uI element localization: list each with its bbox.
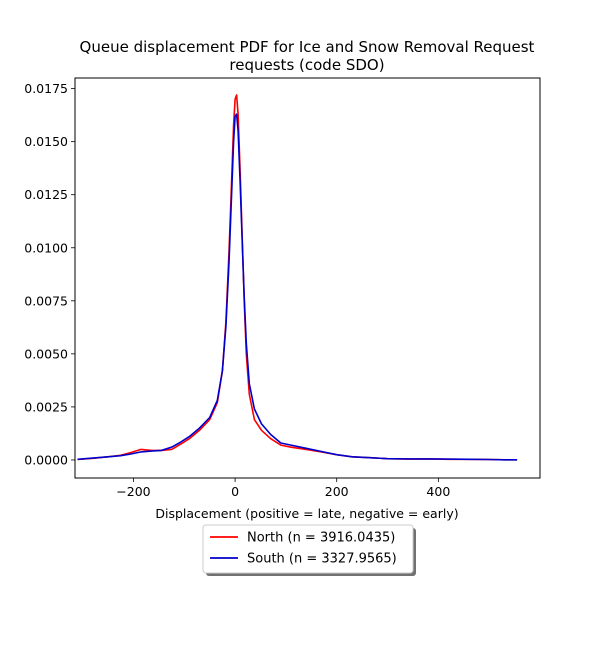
- y-tick-label: 0.0175: [24, 81, 68, 96]
- x-axis-label: Displacement (positive = late, negative …: [155, 506, 458, 521]
- chart-title-line-1: Queue displacement PDF for Ice and Snow …: [80, 38, 535, 56]
- y-tick-label: 0.0025: [24, 399, 68, 414]
- y-tick-label: 0.0075: [24, 293, 68, 308]
- plot-area-frame: [74, 77, 541, 479]
- legend-label-south: South (n = 3327.9565): [247, 552, 397, 567]
- x-tick-label: 200: [325, 484, 349, 499]
- series-line-north: [77, 94, 518, 461]
- x-tick-label: −200: [116, 484, 150, 499]
- y-tick-label: 0.0100: [24, 240, 68, 255]
- legend-label-north: North (n = 3916.0435): [247, 531, 395, 546]
- x-tick-label: 400: [426, 484, 450, 499]
- y-tick-label: 0.0050: [24, 346, 68, 361]
- series-lines: [77, 94, 518, 461]
- legend: North (n = 3916.0435) South (n = 3327.95…: [202, 524, 416, 576]
- y-tick-label: 0.0000: [24, 452, 68, 467]
- chart-title-line-2: requests (code SDO): [229, 56, 384, 74]
- x-tick-label: 0: [231, 484, 239, 499]
- y-tick-label: 0.0150: [24, 134, 68, 149]
- y-axis-ticks: 0.0000 0.0025 0.0050 0.0075 0.0100 0.0125 0.01…: [24, 81, 75, 467]
- legend-box: [202, 524, 414, 574]
- series-line-south: [77, 113, 518, 461]
- x-axis-ticks: −200 0 200 400: [116, 478, 450, 499]
- y-tick-label: 0.0125: [24, 187, 68, 202]
